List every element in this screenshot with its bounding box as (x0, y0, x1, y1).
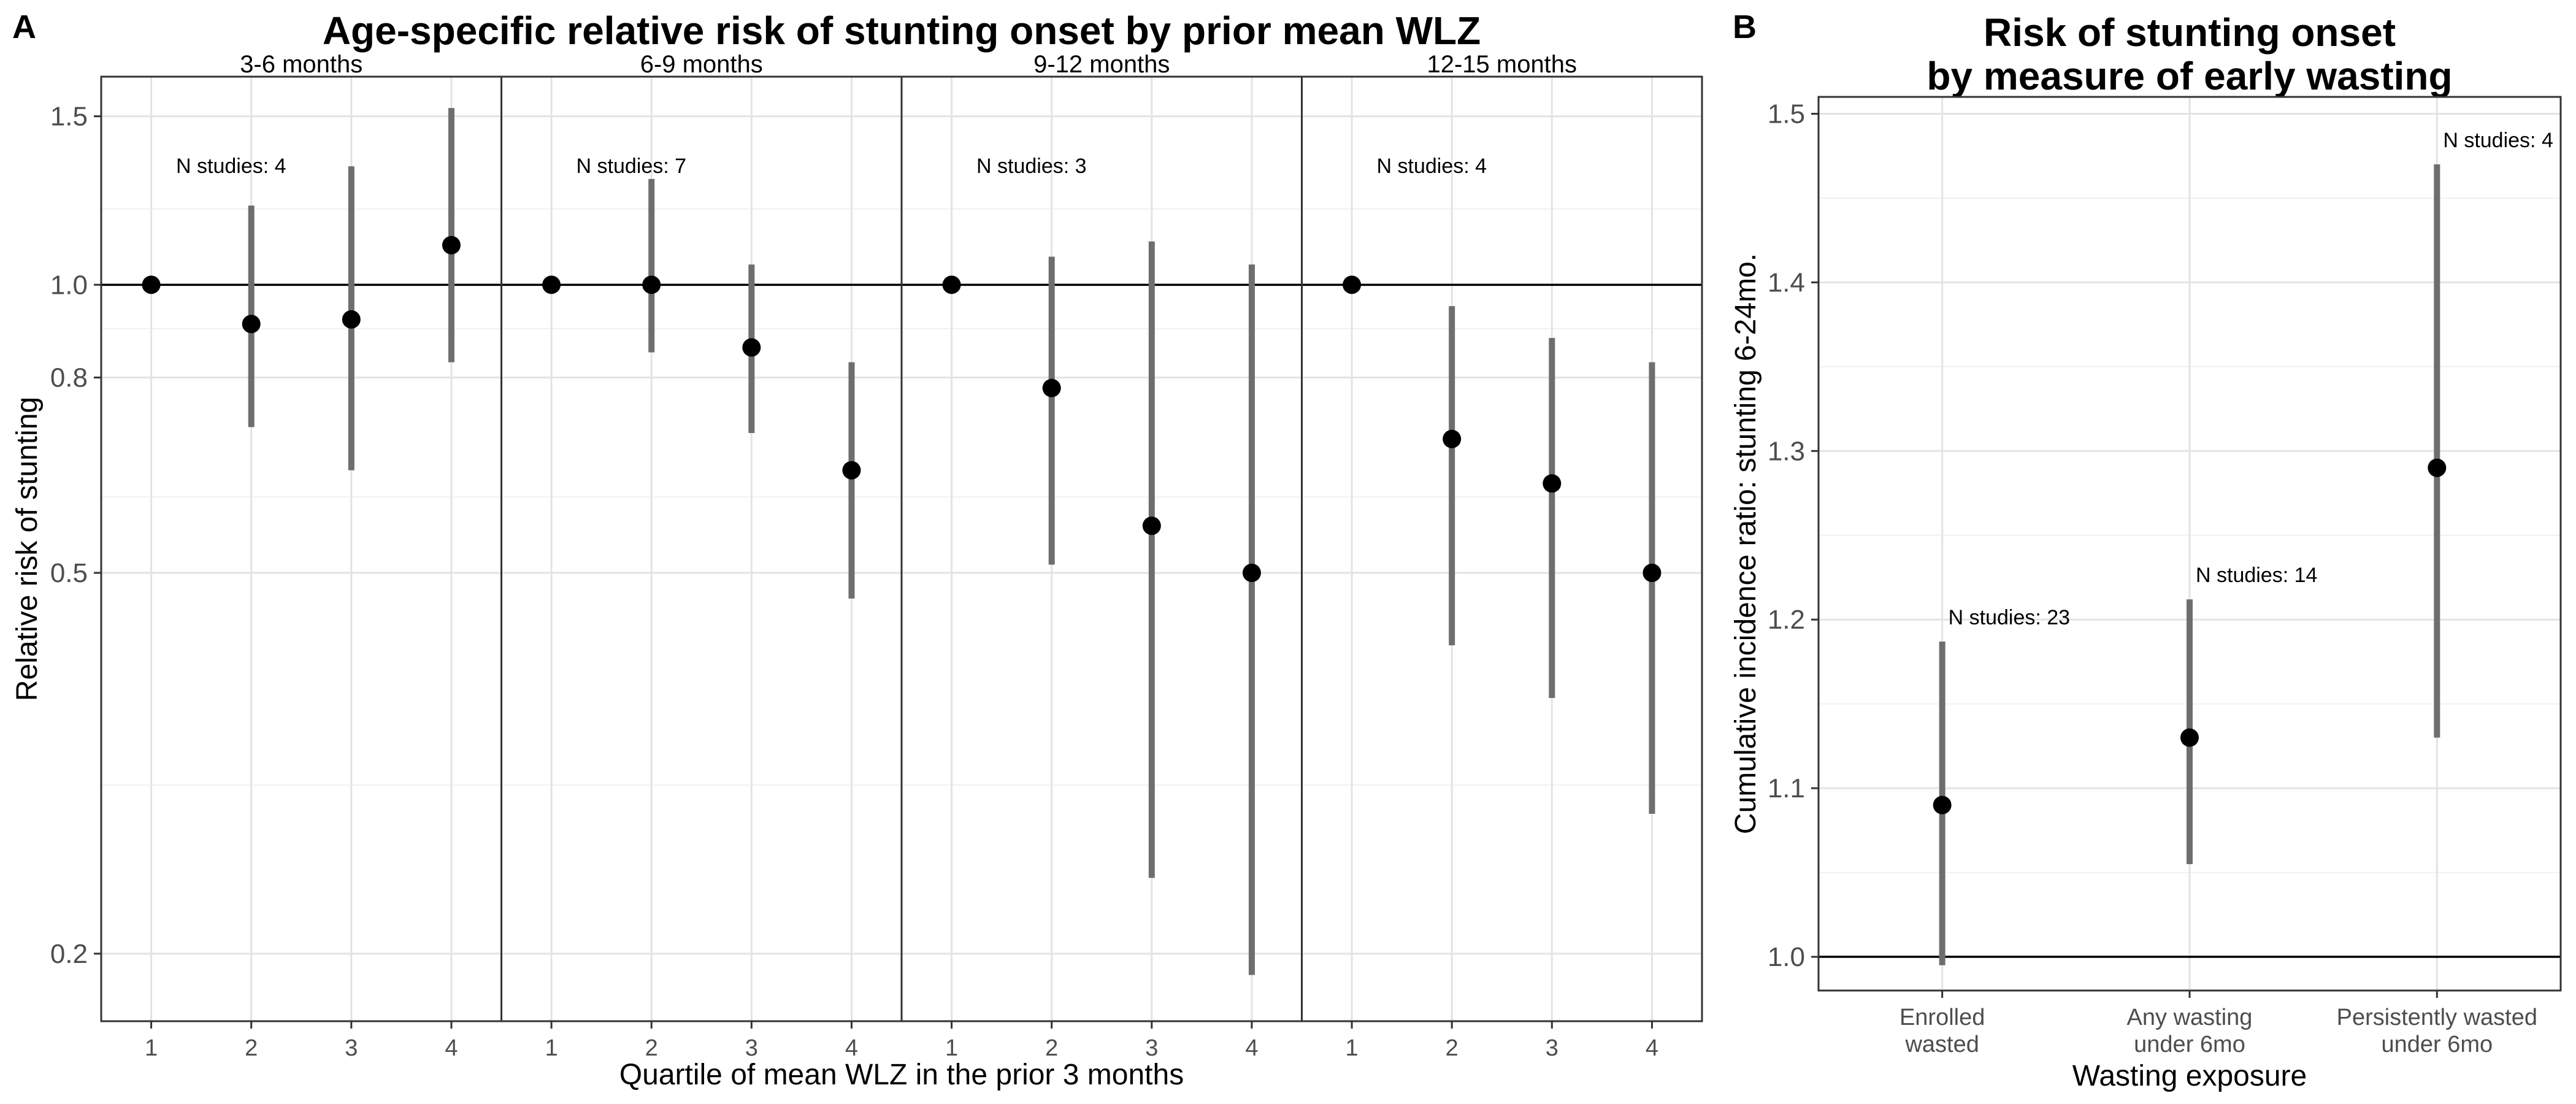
panel-a-title: Age-specific relative risk of stunting o… (323, 9, 1481, 53)
x-tick-label: under 6mo (2381, 1032, 2493, 1057)
data-point (1042, 378, 1061, 397)
data-point (842, 461, 861, 480)
panel-a-facet: 3-6 months N studies: 4 1 2 3 4 (100, 51, 502, 1061)
y-tick-label: 1.1 (1768, 773, 1805, 803)
data-point (642, 275, 661, 294)
n-studies-annotation: N studies: 3 (976, 155, 1087, 178)
x-tick-label: under 6mo (2134, 1032, 2245, 1057)
n-studies-annotation: N studies: 4 (2443, 129, 2553, 152)
y-tick-label: 1.3 (1768, 436, 1805, 466)
x-tick-label: 4 (1646, 1035, 1658, 1061)
data-point (242, 315, 261, 334)
y-tick-label: 0.8 (50, 363, 88, 393)
data-point (742, 338, 761, 357)
n-studies-annotation: N studies: 4 (176, 155, 286, 178)
data-point (1543, 474, 1562, 493)
data-point (542, 275, 561, 294)
facet-border (500, 75, 903, 1022)
y-tick-label: 1.5 (1768, 99, 1805, 129)
y-tick-label: 0.5 (50, 558, 88, 588)
x-tick-label: 2 (1045, 1035, 1058, 1061)
x-tick-label: 3 (1546, 1035, 1558, 1061)
panel-b-title-line: Risk of stunting onset (1984, 10, 2396, 55)
data-point (442, 236, 461, 255)
x-tick-label: 4 (845, 1035, 858, 1061)
data-point (2428, 458, 2447, 477)
panel-a-facet: 12-15 months N studies: 4 1 2 3 4 (1301, 51, 1703, 1061)
data-point (2180, 728, 2199, 747)
panel-border (1817, 96, 2562, 992)
x-tick-label: 2 (1446, 1035, 1459, 1061)
x-tick-label: 4 (1245, 1035, 1258, 1061)
panel-a-x-label: Quartile of mean WLZ in the prior 3 mont… (619, 1059, 1184, 1091)
n-studies-annotation: N studies: 7 (577, 155, 687, 178)
panel-b-x-label: Wasting exposure (2072, 1060, 2307, 1092)
panel-b-letter: B (1733, 9, 1757, 45)
facet-strip-label: 6-9 months (640, 51, 763, 78)
facet-strip-label: 9-12 months (1033, 51, 1170, 78)
x-tick-label: Any wasting (2127, 1005, 2253, 1030)
x-tick-label: 3 (345, 1035, 358, 1061)
facet-strip-label: 3-6 months (240, 51, 362, 78)
x-tick-label: 3 (745, 1035, 758, 1061)
panel-a-letter: A (12, 9, 36, 45)
data-point (1643, 564, 1662, 583)
data-point (1443, 429, 1462, 448)
x-tick-label: 4 (445, 1035, 458, 1061)
y-tick-label: 0.2 (50, 939, 88, 969)
panel-b-y-label: Cumulative incidence ratio: stunting 6-2… (1730, 253, 1762, 834)
data-point (1242, 564, 1261, 583)
x-tick-label: Enrolled (1899, 1005, 1985, 1030)
panel-a-facet: 9-12 months N studies: 3 1 2 3 4 (900, 51, 1303, 1061)
x-tick-label: 1 (945, 1035, 958, 1061)
data-point (1142, 516, 1161, 535)
data-point (142, 275, 161, 294)
facet-strip-label: 12-15 months (1427, 51, 1577, 78)
facet-border (1301, 75, 1703, 1022)
x-tick-label: 3 (1145, 1035, 1158, 1061)
x-tick-label: 1 (1345, 1035, 1358, 1061)
n-studies-annotation: N studies: 14 (2196, 564, 2317, 587)
y-tick-label: 1.4 (1768, 267, 1805, 297)
x-tick-label: 2 (245, 1035, 258, 1061)
n-studies-annotation: N studies: 4 (1377, 155, 1487, 178)
panel-a-chart: Age-specific relative risk of stunting o… (11, 9, 1703, 1091)
data-point (1343, 275, 1362, 294)
data-point (342, 310, 361, 329)
data-point (1933, 795, 1952, 815)
data-point (942, 275, 961, 294)
facet-border (900, 75, 1303, 1022)
y-tick-label: 1.0 (1768, 942, 1805, 972)
x-tick-label: 2 (645, 1035, 658, 1061)
x-tick-label: wasted (1904, 1032, 1979, 1057)
x-tick-label: Persistently wasted (2337, 1005, 2537, 1030)
panel-b-title-line: by measure of early wasting (1926, 54, 2452, 98)
x-tick-label: 1 (145, 1035, 158, 1061)
y-tick-label: 1.0 (50, 270, 88, 300)
y-tick-label: 1.2 (1768, 605, 1805, 635)
panel-a-y-label: Relative risk of stunting (11, 397, 44, 701)
y-tick-label: 1.5 (50, 102, 88, 132)
x-tick-label: 1 (545, 1035, 558, 1061)
facet-border (100, 75, 502, 1022)
panel-a-facet: 6-9 months N studies: 7 1 2 3 4 (500, 51, 903, 1061)
n-studies-annotation: N studies: 23 (1949, 606, 2070, 629)
